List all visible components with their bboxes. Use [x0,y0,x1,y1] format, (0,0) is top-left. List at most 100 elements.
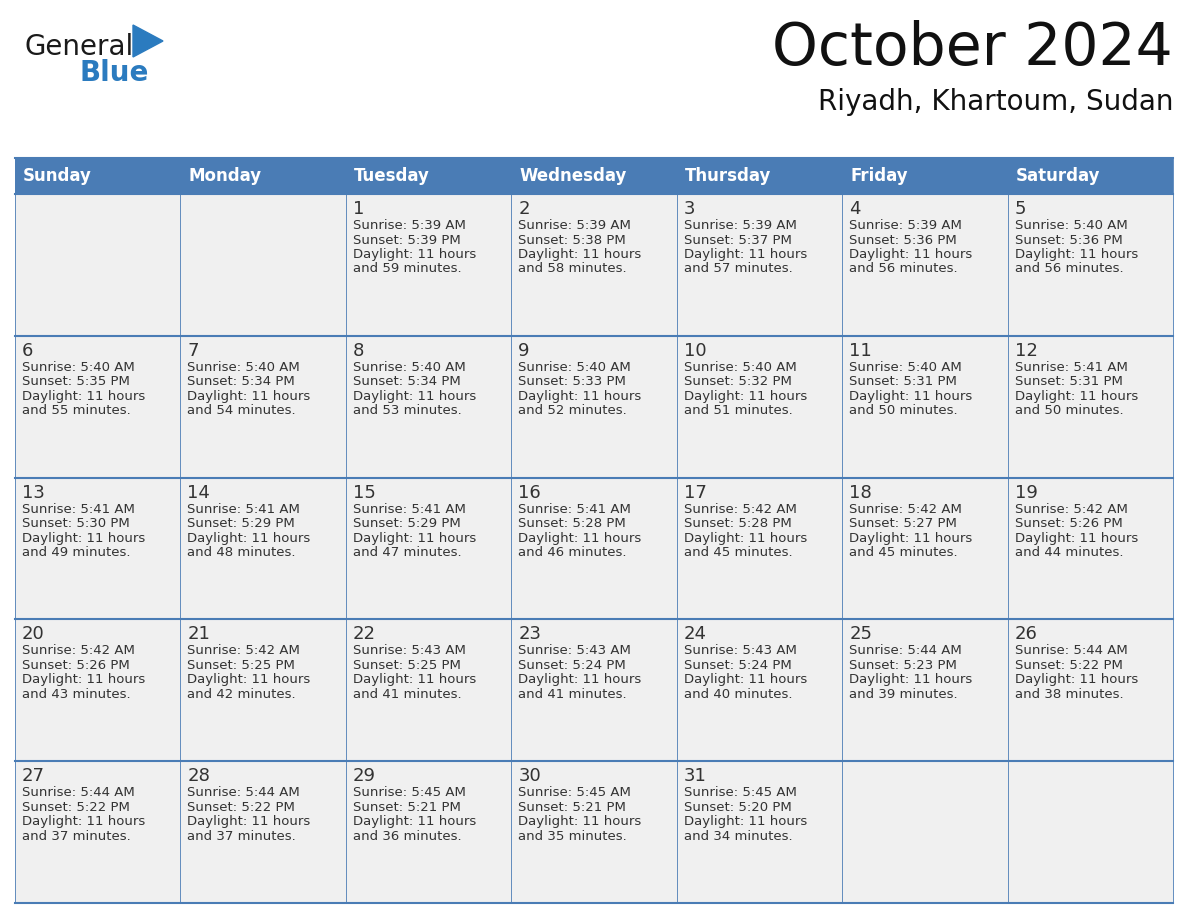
Text: and 48 minutes.: and 48 minutes. [188,546,296,559]
Bar [511,158,677,194]
Text: Daylight: 11 hours: Daylight: 11 hours [684,532,807,544]
Text: Daylight: 11 hours: Daylight: 11 hours [23,674,145,687]
Text: and 37 minutes.: and 37 minutes. [188,830,296,843]
Text: Thursday: Thursday [684,167,771,185]
Text: and 58 minutes.: and 58 minutes. [518,263,627,275]
Text: Wednesday: Wednesday [519,167,626,185]
Text: 12: 12 [1015,341,1037,360]
Text: and 56 minutes.: and 56 minutes. [849,263,958,275]
Text: and 34 minutes.: and 34 minutes. [684,830,792,843]
Text: Sunrise: 5:39 AM: Sunrise: 5:39 AM [353,219,466,232]
Text: and 42 minutes.: and 42 minutes. [188,688,296,701]
Text: and 43 minutes.: and 43 minutes. [23,688,131,701]
Text: Sunset: 5:25 PM: Sunset: 5:25 PM [188,659,296,672]
Text: and 50 minutes.: and 50 minutes. [1015,404,1123,418]
Text: Sunrise: 5:40 AM: Sunrise: 5:40 AM [1015,219,1127,232]
Text: 10: 10 [684,341,707,360]
Text: Sunrise: 5:45 AM: Sunrise: 5:45 AM [684,786,797,800]
Text: Sunrise: 5:44 AM: Sunrise: 5:44 AM [23,786,134,800]
Text: Daylight: 11 hours: Daylight: 11 hours [684,674,807,687]
Text: Sunset: 5:26 PM: Sunset: 5:26 PM [1015,517,1123,530]
Text: and 39 minutes.: and 39 minutes. [849,688,958,701]
Text: Sunset: 5:28 PM: Sunset: 5:28 PM [684,517,791,530]
Text: Sunrise: 5:44 AM: Sunrise: 5:44 AM [1015,644,1127,657]
Text: 31: 31 [684,767,707,785]
Bar [15,158,181,194]
Text: 25: 25 [849,625,872,644]
Text: and 57 minutes.: and 57 minutes. [684,263,792,275]
Text: 11: 11 [849,341,872,360]
Text: Sunset: 5:33 PM: Sunset: 5:33 PM [518,375,626,388]
Text: 1: 1 [353,200,365,218]
Text: Sunrise: 5:42 AM: Sunrise: 5:42 AM [1015,502,1127,516]
Text: 14: 14 [188,484,210,501]
Text: Daylight: 11 hours: Daylight: 11 hours [188,390,311,403]
Text: Sunset: 5:38 PM: Sunset: 5:38 PM [518,233,626,247]
Text: Sunrise: 5:41 AM: Sunrise: 5:41 AM [518,502,631,516]
Text: Sunrise: 5:40 AM: Sunrise: 5:40 AM [849,361,962,374]
Text: and 38 minutes.: and 38 minutes. [1015,688,1123,701]
Text: and 59 minutes.: and 59 minutes. [353,263,461,275]
Text: and 53 minutes.: and 53 minutes. [353,404,462,418]
Text: Daylight: 11 hours: Daylight: 11 hours [1015,390,1138,403]
Text: and 41 minutes.: and 41 minutes. [518,688,627,701]
Text: Sunset: 5:29 PM: Sunset: 5:29 PM [188,517,295,530]
Text: 6: 6 [23,341,33,360]
Text: 7: 7 [188,341,198,360]
Text: Sunrise: 5:43 AM: Sunrise: 5:43 AM [518,644,631,657]
Text: Sunrise: 5:41 AM: Sunrise: 5:41 AM [353,502,466,516]
Text: and 36 minutes.: and 36 minutes. [353,830,461,843]
Text: Riyadh, Khartoum, Sudan: Riyadh, Khartoum, Sudan [817,88,1173,116]
Text: 27: 27 [23,767,45,785]
Text: 26: 26 [1015,625,1037,644]
Text: Daylight: 11 hours: Daylight: 11 hours [353,390,476,403]
Text: Daylight: 11 hours: Daylight: 11 hours [684,390,807,403]
Text: and 54 minutes.: and 54 minutes. [188,404,296,418]
Text: Daylight: 11 hours: Daylight: 11 hours [849,248,973,261]
Text: Sunset: 5:36 PM: Sunset: 5:36 PM [849,233,956,247]
Text: 2: 2 [518,200,530,218]
Text: Sunset: 5:36 PM: Sunset: 5:36 PM [1015,233,1123,247]
Text: Sunset: 5:20 PM: Sunset: 5:20 PM [684,800,791,813]
Text: and 45 minutes.: and 45 minutes. [849,546,958,559]
Text: Sunset: 5:30 PM: Sunset: 5:30 PM [23,517,129,530]
Text: 15: 15 [353,484,375,501]
Text: Saturday: Saturday [1016,167,1100,185]
Text: and 50 minutes.: and 50 minutes. [849,404,958,418]
Text: Sunrise: 5:42 AM: Sunrise: 5:42 AM [849,502,962,516]
Bar [346,158,511,194]
Text: Daylight: 11 hours: Daylight: 11 hours [188,674,311,687]
Text: Sunrise: 5:42 AM: Sunrise: 5:42 AM [23,644,135,657]
Text: 4: 4 [849,200,860,218]
Text: Daylight: 11 hours: Daylight: 11 hours [849,532,973,544]
Text: and 45 minutes.: and 45 minutes. [684,546,792,559]
Text: 5: 5 [1015,200,1026,218]
Text: Friday: Friday [851,167,908,185]
Text: Sunset: 5:26 PM: Sunset: 5:26 PM [23,659,129,672]
Text: Daylight: 11 hours: Daylight: 11 hours [353,674,476,687]
Text: Sunset: 5:22 PM: Sunset: 5:22 PM [188,800,296,813]
Text: Daylight: 11 hours: Daylight: 11 hours [1015,532,1138,544]
Text: 21: 21 [188,625,210,644]
Text: Sunrise: 5:45 AM: Sunrise: 5:45 AM [518,786,631,800]
Text: 23: 23 [518,625,542,644]
Text: Sunset: 5:34 PM: Sunset: 5:34 PM [353,375,461,388]
Text: October 2024: October 2024 [772,20,1173,77]
Text: Sunset: 5:22 PM: Sunset: 5:22 PM [23,800,129,813]
Text: 28: 28 [188,767,210,785]
Text: Daylight: 11 hours: Daylight: 11 hours [353,532,476,544]
Text: Sunset: 5:29 PM: Sunset: 5:29 PM [353,517,461,530]
Text: and 46 minutes.: and 46 minutes. [518,546,627,559]
Text: and 40 minutes.: and 40 minutes. [684,688,792,701]
Text: Sunset: 5:31 PM: Sunset: 5:31 PM [849,375,958,388]
Text: Sunrise: 5:41 AM: Sunrise: 5:41 AM [23,502,135,516]
Text: Sunday: Sunday [23,167,91,185]
Text: Sunset: 5:39 PM: Sunset: 5:39 PM [353,233,461,247]
Text: Daylight: 11 hours: Daylight: 11 hours [849,390,973,403]
Text: Sunrise: 5:40 AM: Sunrise: 5:40 AM [353,361,466,374]
Text: Sunset: 5:24 PM: Sunset: 5:24 PM [518,659,626,672]
Text: Daylight: 11 hours: Daylight: 11 hours [518,390,642,403]
Text: 17: 17 [684,484,707,501]
Text: 30: 30 [518,767,541,785]
Text: Sunrise: 5:42 AM: Sunrise: 5:42 AM [684,502,797,516]
